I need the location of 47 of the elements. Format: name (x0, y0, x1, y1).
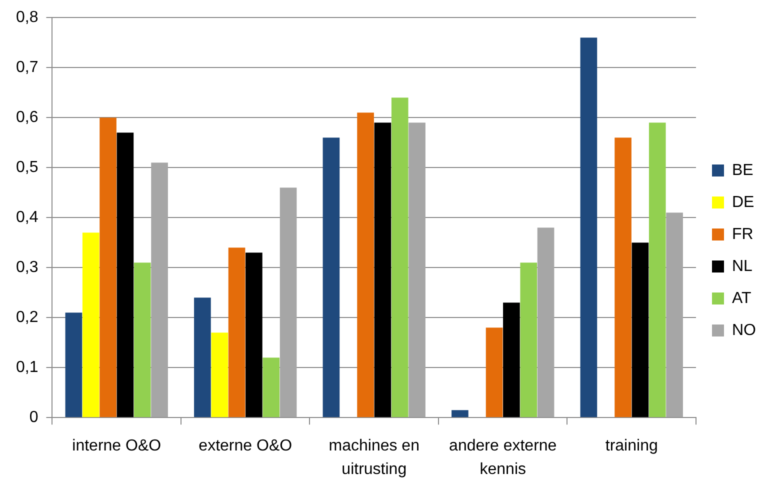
x-tick-label: interne O&O (72, 438, 162, 455)
y-tick-label: 0,1 (16, 359, 38, 376)
legend-label: NO (732, 322, 756, 339)
x-tick-label: externe O&O (198, 438, 292, 455)
bar (374, 122, 392, 418)
x-tick-label: andere externe kennis (449, 438, 557, 478)
legend-label: BE (732, 162, 754, 179)
x-tick-label: machines en uitrusting (328, 438, 420, 478)
y-tick-label: 0,8 (16, 9, 38, 26)
bar (537, 228, 554, 418)
bar (211, 332, 228, 418)
bar (246, 252, 262, 418)
bar (520, 262, 538, 418)
legend-label: NL (732, 258, 753, 275)
bar (648, 122, 666, 418)
bar (486, 328, 503, 418)
bar (65, 312, 82, 418)
y-tick-label: 0,4 (16, 209, 38, 226)
bar (503, 302, 520, 418)
x-tick-label: training (605, 438, 658, 455)
y-tick-label: 0,6 (16, 109, 38, 126)
bar (322, 138, 340, 418)
bar (151, 162, 168, 418)
legend-label: DE (732, 194, 754, 211)
bar (580, 38, 598, 418)
bar (666, 212, 683, 418)
y-tick-label: 0 (29, 409, 38, 426)
bar (614, 138, 632, 418)
bar (134, 262, 151, 418)
legend-label: FR (732, 226, 754, 243)
bar (228, 248, 246, 418)
bar (357, 112, 374, 418)
bar (262, 358, 280, 418)
legend-label: AT (732, 290, 752, 307)
bar (194, 298, 211, 418)
bar (452, 410, 468, 418)
bar (82, 232, 100, 418)
bar (100, 118, 116, 418)
bar (408, 122, 426, 418)
bar (116, 132, 134, 418)
y-tick-label: 0,7 (16, 59, 38, 76)
y-tick-label: 0,3 (16, 259, 38, 276)
y-tick-label: 0,2 (16, 309, 38, 326)
bar (391, 98, 408, 418)
bar (632, 242, 649, 418)
bar (280, 188, 297, 418)
y-tick-label: 0,5 (16, 159, 38, 176)
